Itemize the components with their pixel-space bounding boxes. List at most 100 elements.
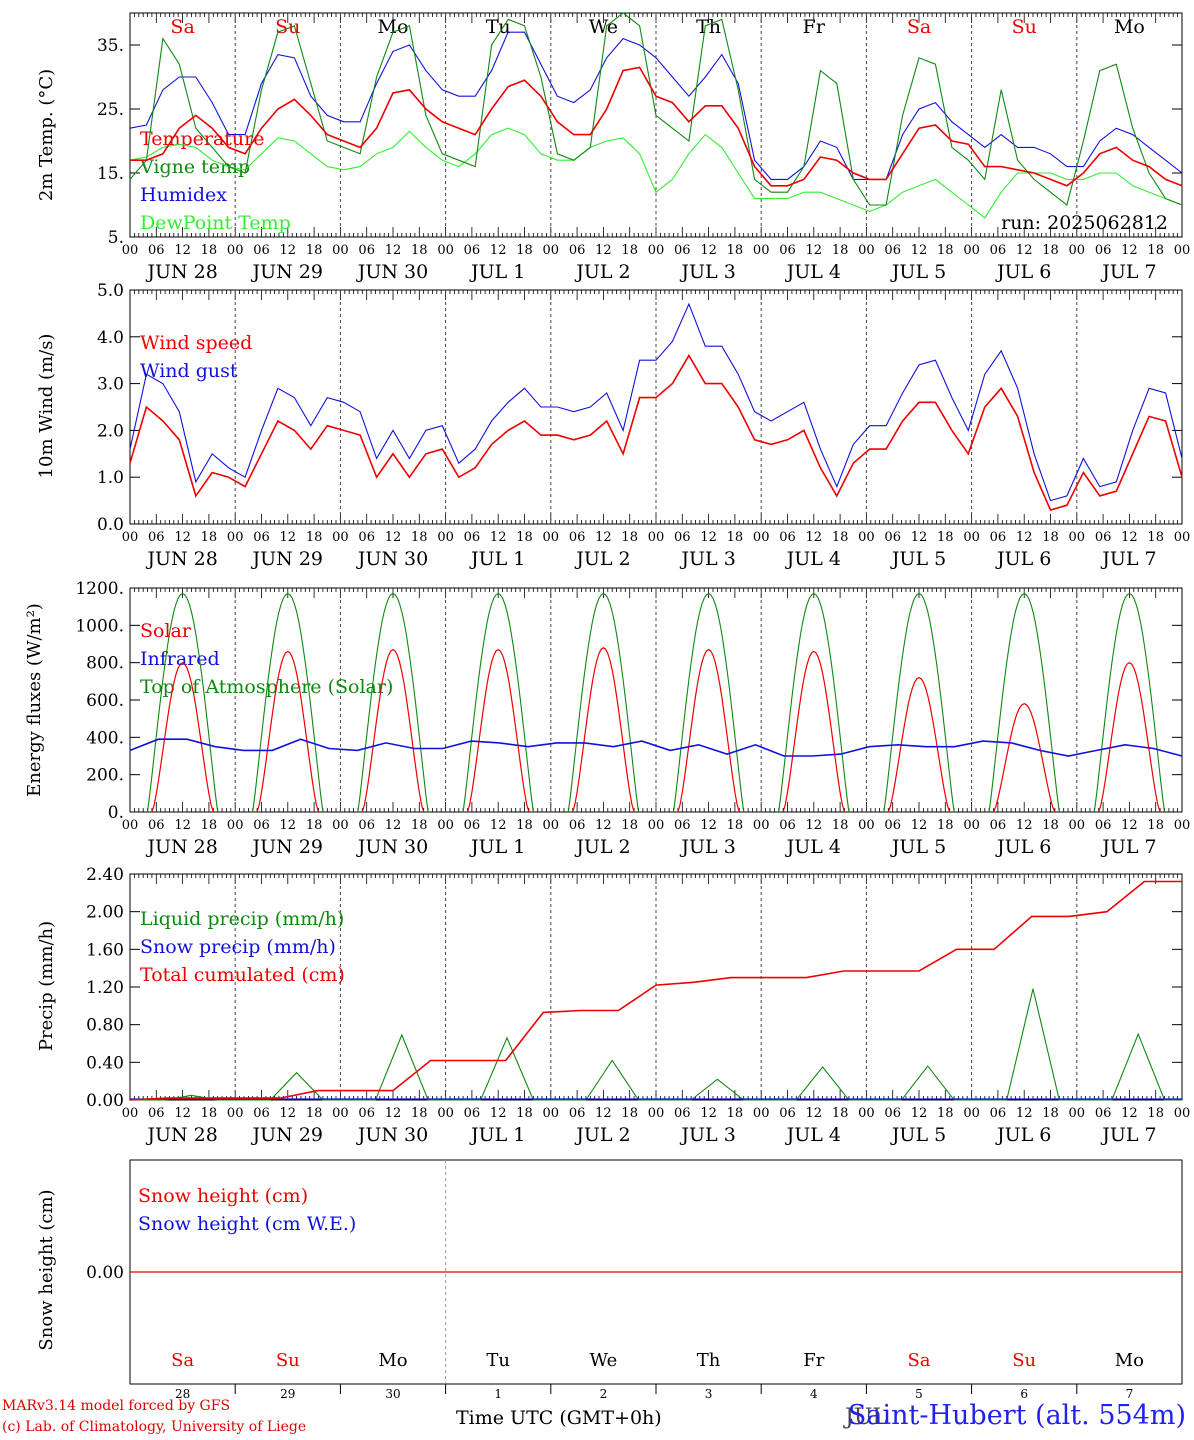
- series-humidex: [129, 31, 1183, 180]
- date-label: JUL 4: [785, 261, 841, 283]
- hour-tick-label: 18: [937, 530, 954, 545]
- y-tick-label: 25.: [97, 100, 124, 120]
- hour-tick-label: 00: [858, 243, 875, 258]
- date-label: JUN 29: [251, 836, 323, 858]
- hour-tick-label: 06: [779, 243, 796, 258]
- hour-tick-label: 00: [122, 1106, 139, 1121]
- hour-tick-label: 00: [1174, 818, 1191, 833]
- date-label: JUL 6: [995, 836, 1051, 858]
- hour-tick-label: 18: [832, 530, 849, 545]
- y-tick-label: 1.0: [97, 468, 124, 488]
- y-tick-label: 2.0: [97, 421, 124, 441]
- hour-tick-label: 18: [516, 530, 533, 545]
- legend-entry: Snow precip (mm/h): [140, 936, 336, 958]
- hour-tick-label: 00: [963, 1106, 980, 1121]
- weekday-label: Sa: [170, 16, 194, 38]
- hour-tick-label: 18: [621, 243, 638, 258]
- hour-tick-label: 00: [648, 1106, 665, 1121]
- day-number-label: 3: [705, 1387, 713, 1401]
- weekday-label: Fr: [803, 16, 826, 38]
- legend-entry: DewPoint Temp: [140, 212, 291, 234]
- hour-tick-label: 18: [937, 1106, 954, 1121]
- hour-tick-label: 06: [253, 530, 270, 545]
- hour-tick-label: 12: [911, 1106, 928, 1121]
- date-label: JUL 2: [574, 548, 630, 570]
- legend-entry: Solar: [140, 620, 192, 642]
- hour-tick-label: 00: [963, 243, 980, 258]
- hour-tick-label: 00: [227, 530, 244, 545]
- hour-tick-label: 06: [569, 243, 586, 258]
- hour-tick-label: 06: [569, 1106, 586, 1121]
- hour-tick-label: 18: [1042, 243, 1059, 258]
- day-number-label: 4: [810, 1387, 818, 1401]
- weekday-label: Su: [275, 16, 300, 38]
- y-tick-label: 800.: [86, 654, 124, 674]
- hour-tick-label: 18: [306, 818, 323, 833]
- hour-tick-label: 12: [1016, 818, 1033, 833]
- station-name: Saint-Hubert (alt. 554m): [847, 1400, 1186, 1431]
- hour-tick-label: 00: [753, 530, 770, 545]
- date-label: JUL 4: [785, 836, 841, 858]
- date-label: JUL 3: [679, 548, 735, 570]
- hour-tick-label: 18: [201, 243, 218, 258]
- legend-entry: Humidex: [140, 184, 227, 206]
- y-tick-label: 400.: [86, 728, 124, 748]
- hour-tick-label: 18: [201, 1106, 218, 1121]
- date-label: JUL 5: [890, 261, 946, 283]
- weekday-label: Th: [696, 16, 721, 38]
- hour-tick-label: 00: [1069, 530, 1086, 545]
- hour-tick-label: 00: [122, 243, 139, 258]
- hour-tick-label: 18: [201, 818, 218, 833]
- y-tick-label: 5.: [108, 228, 124, 248]
- y-tick-label: 0.00: [86, 1091, 124, 1111]
- date-label: JUL 3: [679, 1124, 735, 1146]
- month-overlay: JUL: [843, 1405, 887, 1430]
- hour-tick-label: 12: [700, 818, 717, 833]
- panel-frame: [129, 587, 1183, 813]
- y-axis-label: Precip (mm/h): [36, 921, 57, 1051]
- hour-tick-label: 00: [1174, 1106, 1191, 1121]
- hour-tick-label: 00: [963, 818, 980, 833]
- hour-tick-label: 06: [884, 818, 901, 833]
- hour-tick-label: 18: [306, 1106, 323, 1121]
- hour-tick-label: 06: [990, 243, 1007, 258]
- hour-tick-label: 12: [806, 243, 823, 258]
- weekday-label: We: [589, 16, 618, 38]
- y-tick-label: 2.40: [86, 865, 124, 885]
- hour-tick-label: 06: [464, 530, 481, 545]
- hour-tick-label: 06: [569, 530, 586, 545]
- date-label: JUL 1: [469, 836, 525, 858]
- hour-tick-label: 12: [1121, 243, 1138, 258]
- hour-tick-label: 12: [595, 1106, 612, 1121]
- hour-tick-label: 00: [1069, 243, 1086, 258]
- hour-tick-label: 06: [253, 1106, 270, 1121]
- date-label: JUL 4: [785, 1124, 841, 1146]
- hour-tick-label: 18: [411, 1106, 428, 1121]
- date-label: JUL 7: [1100, 261, 1156, 283]
- hour-tick-label: 00: [543, 1106, 560, 1121]
- lab-credit: (c) Lab. of Climatology, University of L…: [2, 1419, 307, 1435]
- series-infrared: [129, 738, 1183, 757]
- hour-tick-label: 06: [358, 818, 375, 833]
- hour-tick-label: 12: [1121, 818, 1138, 833]
- date-label: JUL 7: [1100, 548, 1156, 570]
- hour-tick-label: 06: [884, 243, 901, 258]
- y-tick-label: 200.: [86, 766, 124, 786]
- legend-entry: Wind gust: [140, 360, 238, 382]
- hour-tick-label: 00: [543, 530, 560, 545]
- hour-tick-label: 00: [648, 243, 665, 258]
- hour-tick-label: 18: [621, 1106, 638, 1121]
- hour-tick-label: 12: [806, 1106, 823, 1121]
- weekday-label: Mo: [1115, 1350, 1144, 1371]
- hour-tick-label: 06: [569, 818, 586, 833]
- y-tick-label: 35.: [97, 36, 124, 56]
- hour-tick-label: 12: [1016, 530, 1033, 545]
- y-tick-label: 4.0: [97, 328, 124, 348]
- weekday-label: Sa: [171, 1350, 194, 1371]
- weekday-label: Sa: [907, 1350, 930, 1371]
- date-label: JUL 2: [574, 261, 630, 283]
- date-label: JUN 30: [356, 548, 428, 570]
- hour-tick-label: 06: [674, 530, 691, 545]
- date-label: JUL 6: [995, 548, 1051, 570]
- weekday-label: Mo: [378, 1350, 407, 1371]
